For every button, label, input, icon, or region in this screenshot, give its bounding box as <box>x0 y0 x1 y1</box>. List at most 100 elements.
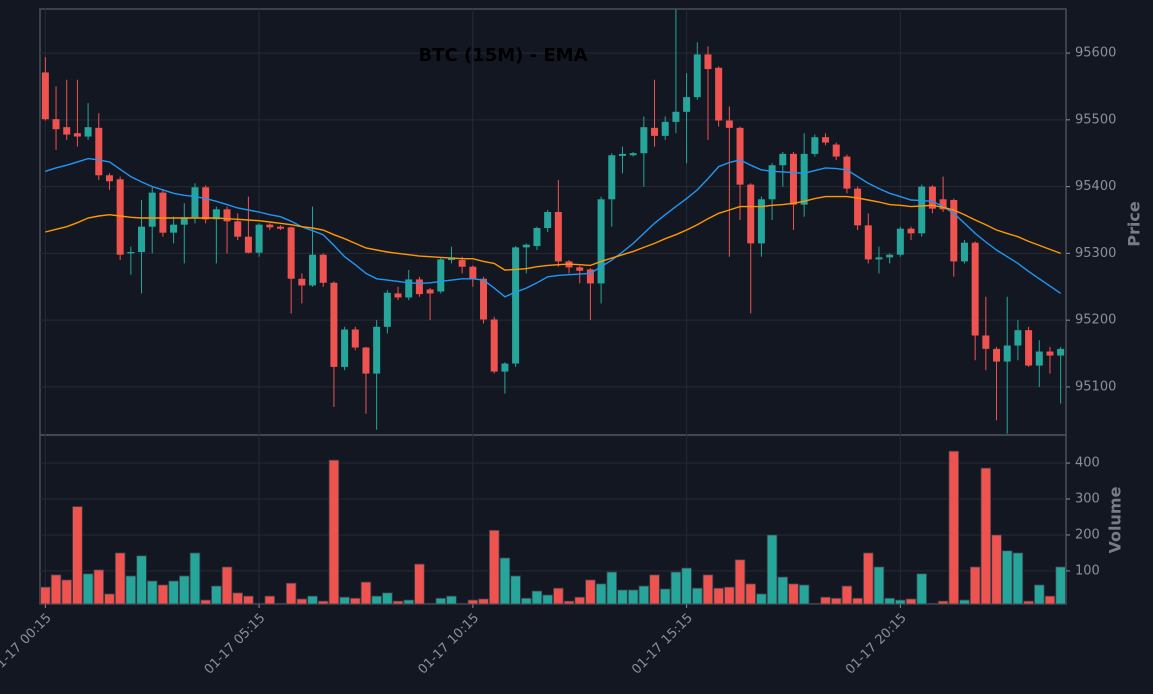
y-axis-label: Price <box>1125 201 1144 247</box>
candle-body <box>41 72 49 120</box>
volume-bar <box>563 600 575 605</box>
volume-bar <box>179 575 190 605</box>
volume-bar <box>916 573 927 605</box>
volume-bar <box>104 593 115 605</box>
volume-bar <box>253 602 265 605</box>
candle-body <box>1057 348 1065 356</box>
volume-bar <box>446 595 457 605</box>
y-tick-label: 400 <box>1075 456 1100 471</box>
candle-body <box>757 199 765 244</box>
volume-panel <box>39 434 1067 605</box>
x-tick-label: 01-17 00:15 <box>0 611 55 678</box>
volume-bar <box>339 596 350 605</box>
volume-bar <box>905 598 917 605</box>
candle-body <box>426 289 434 294</box>
volume-bar <box>221 566 233 605</box>
candle-body <box>1003 345 1011 362</box>
volume-bar <box>937 600 949 605</box>
volume-bar <box>50 574 62 605</box>
candle-body <box>373 326 381 374</box>
volume-bar <box>820 596 831 605</box>
volume-bar <box>852 597 863 605</box>
x-tick-label: 01-17 10:15 <box>415 611 482 678</box>
candle-body <box>191 187 199 218</box>
candle-body <box>490 319 498 372</box>
volume-bar <box>1055 566 1066 605</box>
volume-bar <box>478 598 489 605</box>
y-tick-label: 95300 <box>1075 246 1116 261</box>
candle-body <box>330 282 338 367</box>
candle-body <box>597 199 605 284</box>
candle-body <box>116 179 124 255</box>
candle-body <box>875 257 883 260</box>
candle-body <box>127 252 135 254</box>
volume-bar <box>553 587 564 605</box>
marks <box>40 9 1066 605</box>
y-tick-label: 95500 <box>1075 112 1116 127</box>
volume-bar <box>884 597 895 605</box>
volume-bar <box>980 467 992 605</box>
candle-body <box>341 329 349 367</box>
volume-bar <box>296 598 308 605</box>
candle-body <box>469 266 477 279</box>
candle-body <box>180 217 188 225</box>
volume-bar <box>659 588 671 605</box>
candle-body <box>95 127 103 176</box>
volume-bar <box>670 571 682 605</box>
volume-bar <box>285 582 297 605</box>
candle-body <box>1014 330 1022 346</box>
volume-bar <box>521 597 532 605</box>
candle-body <box>811 137 819 154</box>
volume-bar <box>189 552 201 605</box>
candle-body <box>170 224 178 233</box>
volume-bar <box>1034 584 1045 605</box>
candle-body <box>458 260 466 267</box>
candle-body <box>276 226 284 229</box>
y-tick-label: 95600 <box>1075 46 1116 61</box>
candle-body <box>105 175 113 182</box>
candle-body <box>896 228 904 255</box>
volume-bar <box>809 602 821 605</box>
volume-bar <box>841 585 853 605</box>
candle-body <box>800 153 808 205</box>
candle-body <box>715 67 723 121</box>
y-tick-label: 95400 <box>1075 179 1116 194</box>
volume-bar <box>424 602 436 605</box>
y-tick-label: 300 <box>1075 492 1100 507</box>
volume-bar <box>168 580 179 605</box>
candle-body <box>212 209 220 220</box>
candle-body <box>1025 330 1033 366</box>
candle-body <box>223 209 231 222</box>
volume-bar <box>414 563 425 605</box>
volume-bar <box>61 579 72 605</box>
volume-bar <box>467 599 479 605</box>
volume-bar <box>788 583 799 605</box>
volume-bar <box>766 534 778 605</box>
volume-bar <box>1023 600 1034 605</box>
volume-bar <box>488 529 500 605</box>
candle-body <box>309 254 317 286</box>
candle-body <box>298 278 306 286</box>
candle-body <box>576 267 584 271</box>
y-tick-label: 100 <box>1075 563 1100 578</box>
volume-bar <box>542 594 553 605</box>
volume-bar <box>264 595 276 605</box>
volume-bar <box>798 584 810 605</box>
candle-body <box>319 254 327 283</box>
volume-bar <box>617 589 628 605</box>
volume-bar <box>382 592 393 605</box>
volume-bar <box>681 567 692 605</box>
candle-body <box>522 244 530 248</box>
candle-body <box>255 224 263 253</box>
volume-bar <box>873 566 885 605</box>
y-tick-label: 95200 <box>1075 313 1116 328</box>
ema-line <box>45 157 1062 298</box>
candle-body <box>928 186 936 209</box>
candle-body <box>52 119 60 130</box>
volume-bar <box>317 600 329 605</box>
volume-bar <box>863 552 874 605</box>
candle-body <box>287 227 295 279</box>
volume-bar <box>756 593 767 605</box>
volume-bar <box>927 602 938 605</box>
candle-body <box>768 165 776 200</box>
